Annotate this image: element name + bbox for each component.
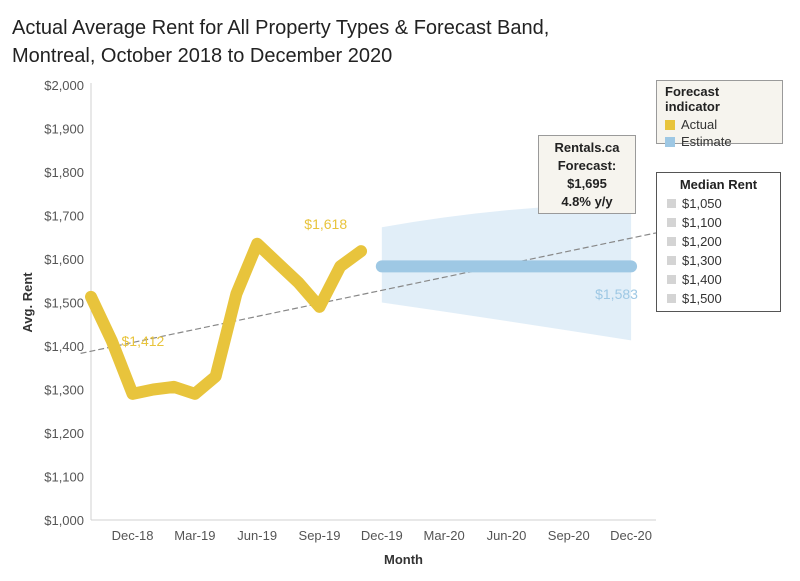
series-line-actual: [85, 237, 368, 400]
title-line-1: Actual Average Rent for All Property Typ…: [12, 17, 550, 39]
legend-label: Estimate: [681, 134, 732, 149]
checkbox-icon[interactable]: [667, 199, 676, 208]
x-tick-label: Mar-20: [424, 528, 465, 543]
data-label: $1,618: [304, 216, 347, 232]
y-tick-label: $1,900: [44, 122, 84, 137]
y-tick-label: $1,700: [44, 209, 84, 224]
legend-swatch-estimate: [665, 136, 675, 147]
median-option[interactable]: $1,400: [657, 270, 780, 289]
x-axis-title: Month: [384, 552, 423, 567]
x-tick-label: Dec-20: [610, 528, 652, 543]
median-option[interactable]: $1,100: [657, 213, 780, 232]
x-tick-label: Dec-18: [112, 528, 154, 543]
y-tick-label: $1,200: [44, 426, 84, 441]
y-tick-label: $1,300: [44, 383, 84, 398]
x-tick-label: Jun-20: [487, 528, 527, 543]
callout-line-1: Rentals.ca: [554, 140, 620, 155]
y-axis-title: Avg. Rent: [20, 272, 35, 333]
y-tick-label: $2,000: [44, 78, 84, 93]
checkbox-icon[interactable]: [667, 237, 676, 246]
legend-item-estimate[interactable]: Estimate: [657, 133, 782, 150]
legend-item-actual[interactable]: Actual: [657, 116, 782, 133]
checkbox-icon[interactable]: [667, 275, 676, 284]
title-line-2: Montreal, October 2018 to December 2020: [12, 45, 393, 67]
median-option-label: $1,050: [682, 196, 722, 211]
callout-line-2: Forecast:: [557, 158, 617, 173]
checkbox-icon[interactable]: [667, 294, 676, 303]
legend-swatch-actual: [665, 119, 675, 130]
x-tick-label: Dec-19: [361, 528, 403, 543]
callout-line-4: 4.8% y/y: [561, 194, 613, 209]
median-option-label: $1,500: [682, 291, 722, 306]
median-option-label: $1,300: [682, 253, 722, 268]
median-option-label: $1,400: [682, 272, 722, 287]
y-tick-label: $1,600: [44, 252, 84, 267]
median-filter-title: Median Rent: [679, 177, 758, 192]
x-tick-label: Sep-20: [548, 528, 590, 543]
median-option[interactable]: $1,200: [657, 232, 780, 251]
forecast-callout: Rentals.ca Forecast: $1,695 4.8% y/y: [538, 135, 636, 214]
data-label: $1,412: [122, 333, 165, 349]
y-tick-label: $1,800: [44, 165, 84, 180]
median-option[interactable]: $1,300: [657, 251, 780, 270]
y-tick-label: $1,500: [44, 296, 84, 311]
forecast-legend: Forecast indicator Actual Estimate: [656, 80, 783, 149]
y-tick-label: $1,100: [44, 470, 84, 485]
checkbox-icon[interactable]: [667, 218, 676, 227]
chart-title: Actual Average Rent for All Property Typ…: [12, 14, 652, 70]
median-rent-filter: Median Rent $1,050 $1,100 $1,200 $1,300 …: [656, 172, 781, 312]
trend-line: [80, 232, 657, 354]
median-option[interactable]: $1,050: [657, 194, 780, 213]
median-option[interactable]: $1,500: [657, 289, 780, 308]
legend-label: Actual: [681, 117, 718, 132]
y-tick-label: $1,000: [44, 513, 84, 528]
x-tick-label: Jun-19: [237, 528, 277, 543]
legend-title: Forecast indicator: [665, 84, 720, 114]
median-option-label: $1,100: [682, 215, 722, 230]
x-tick-label: Mar-19: [174, 528, 215, 543]
y-tick-label: $1,400: [44, 339, 84, 354]
checkbox-icon[interactable]: [667, 256, 676, 265]
callout-line-3: $1,695: [567, 176, 607, 191]
x-tick-label: Sep-19: [299, 528, 341, 543]
data-label: $1,583: [595, 286, 638, 302]
median-option-label: $1,200: [682, 234, 722, 249]
